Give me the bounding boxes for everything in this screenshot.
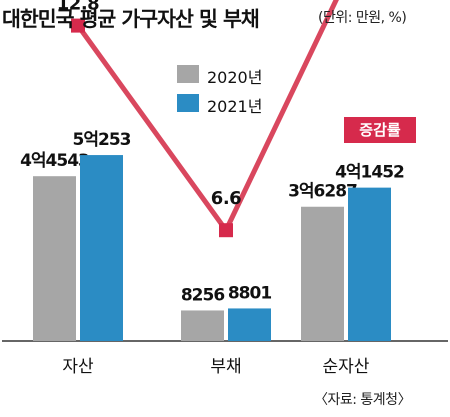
bar-value-label: 4억1452 — [335, 163, 404, 183]
bar-value-label: 8801 — [228, 283, 271, 303]
legend-swatch-2021 — [177, 94, 199, 112]
growth-marker-debt — [219, 223, 233, 238]
bar-net-asset-2020 — [301, 206, 344, 341]
growth-value-label: 6.6 — [211, 188, 241, 209]
bar-asset-2020 — [33, 176, 76, 341]
bar-value-label: 5억253 — [73, 130, 131, 150]
chart-title: 대한민국 평균 가구자산 및 부채 — [2, 7, 260, 31]
bar-value-label: 3억6287 — [288, 182, 357, 202]
bar-net-asset-2021 — [348, 187, 391, 341]
source-note: 〈자료: 통계청〉 — [314, 392, 412, 408]
category-label-net-asset: 순자산 — [323, 357, 370, 377]
unit-label: (단위: 만원, %) — [318, 10, 407, 26]
bar-debt-2021 — [228, 308, 271, 341]
legend-label-2021: 2021년 — [207, 97, 263, 116]
bar-debt-2020 — [181, 310, 224, 341]
bar-asset-2021 — [80, 155, 123, 341]
growth-rate-badge: 증감률 — [344, 117, 416, 143]
bar-value-label: 8256 — [181, 285, 224, 305]
legend-swatch-2020 — [177, 65, 199, 83]
growth-marker-asset — [71, 18, 85, 33]
growth-value-label: 12.8 — [57, 0, 99, 15]
category-label-asset: 자산 — [62, 357, 94, 377]
category-label-debt: 부채 — [210, 357, 241, 377]
bar-value-label: 4억4543 — [20, 151, 89, 171]
legend-label-2020: 2020년 — [207, 68, 263, 87]
